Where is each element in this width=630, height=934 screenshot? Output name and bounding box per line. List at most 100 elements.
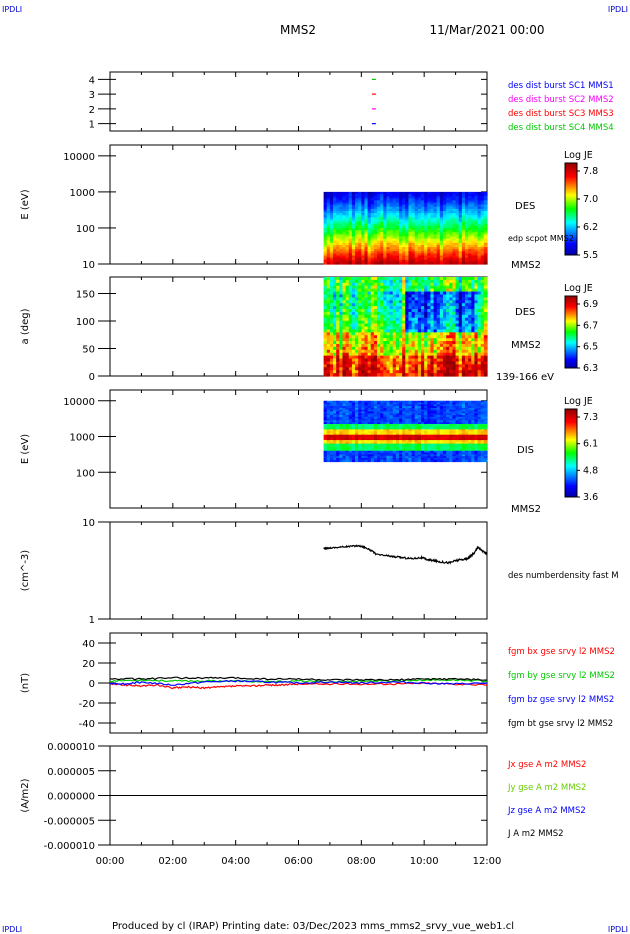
heatmap-cell	[380, 208, 384, 212]
heatmap-cell	[433, 459, 438, 463]
heatmap-cell	[392, 452, 397, 455]
heatmap-cell	[342, 438, 347, 441]
heatmap-cell	[383, 232, 388, 235]
heatmap-cell	[377, 219, 381, 223]
heatmap-cell	[402, 454, 406, 457]
heatmap-cell	[405, 191, 410, 195]
heatmap-cell	[348, 240, 353, 244]
heatmap-cell	[326, 420, 331, 423]
heatmap-cell	[468, 314, 472, 319]
heatmap-cell	[449, 320, 454, 325]
heatmap-cell	[380, 225, 384, 229]
heatmap-cell	[367, 198, 372, 201]
heatmap-cell	[461, 370, 466, 374]
heatmap-cell	[465, 223, 469, 227]
heatmap-cell	[348, 361, 353, 365]
heatmap-cell	[430, 244, 435, 248]
heatmap-cell	[474, 194, 479, 197]
heatmap-cell	[351, 420, 356, 423]
heatmap-cell	[370, 257, 375, 261]
heatmap-cell	[446, 367, 450, 371]
heatmap-cell	[383, 217, 388, 221]
heatmap-cell	[436, 309, 441, 313]
heatmap-cell	[468, 370, 472, 374]
heatmap-cell	[367, 332, 372, 336]
heatmap-cell	[443, 320, 447, 325]
heatmap-cell	[439, 332, 444, 336]
heatmap-cell	[477, 253, 482, 257]
heatmap-cell	[480, 373, 485, 377]
heatmap-cell	[417, 400, 422, 404]
heatmap-cell	[411, 441, 416, 445]
heatmap-cell	[395, 358, 400, 363]
heatmap-cell	[377, 440, 381, 443]
heatmap-cell	[361, 225, 366, 229]
heatmap-cell	[408, 194, 413, 197]
heatmap-cell	[392, 223, 397, 227]
heatmap-cell	[421, 194, 425, 197]
heatmap-cell	[465, 320, 469, 325]
heatmap-cell	[339, 227, 344, 231]
heatmap-cell	[348, 370, 353, 374]
heatmap-cell	[339, 338, 344, 342]
heatmap-cell	[333, 448, 337, 452]
heatmap-cell	[339, 400, 344, 404]
heatmap-cell	[392, 206, 397, 210]
heatmap-cell	[370, 291, 375, 296]
heatmap-cell	[326, 441, 331, 445]
heatmap-cell	[483, 297, 488, 301]
heatmap-cell	[408, 215, 413, 218]
heatmap-cell	[355, 407, 359, 411]
heatmap-cell	[452, 341, 457, 345]
heatmap-cell	[380, 277, 384, 281]
heatmap-cell	[380, 448, 384, 452]
heatmap-cell	[336, 198, 340, 201]
heatmap-cell	[389, 257, 394, 261]
heatmap-cell	[323, 429, 328, 432]
heatmap-cell	[408, 288, 413, 293]
heatmap-cell	[377, 452, 381, 455]
heatmap-cell	[443, 206, 447, 210]
heatmap-cell	[461, 306, 466, 310]
heatmap-cell	[433, 418, 438, 422]
heatmap-cell	[351, 404, 356, 407]
heatmap-cell	[364, 236, 369, 240]
heatmap-cell	[433, 370, 438, 374]
heatmap-cell	[424, 406, 428, 409]
heatmap-cell	[364, 311, 369, 316]
heatmap-cell	[427, 367, 432, 371]
heatmap-cell	[364, 238, 369, 242]
heatmap-cell	[427, 452, 432, 455]
heatmap-cell	[386, 311, 391, 316]
heatmap-cell	[395, 411, 400, 414]
heatmap-cell	[373, 198, 378, 201]
heatmap-cell	[439, 277, 444, 281]
heatmap-cell	[345, 441, 350, 445]
heatmap-cell	[326, 257, 331, 261]
heatmap-cell	[408, 282, 413, 287]
heatmap-cell	[433, 240, 438, 244]
heatmap-cell	[399, 282, 403, 287]
heatmap-cell	[433, 441, 438, 445]
heatmap-cell	[436, 194, 441, 197]
heatmap-cell	[424, 459, 428, 463]
heatmap-cell	[342, 232, 347, 235]
heatmap-cell	[417, 215, 422, 218]
heatmap-cell	[452, 204, 457, 208]
heatmap-cell	[345, 349, 350, 354]
heatmap-cell	[395, 441, 400, 445]
heatmap-cell	[424, 323, 428, 328]
heatmap-cell	[392, 427, 397, 430]
heatmap-cell	[424, 404, 428, 407]
heatmap-cell	[370, 373, 375, 377]
heatmap-cell	[326, 431, 331, 434]
heatmap-cell	[386, 406, 391, 409]
heatmap-cell	[452, 247, 457, 250]
heatmap-cell	[458, 277, 463, 281]
heatmap-cell	[468, 277, 472, 281]
heatmap-cell	[436, 358, 441, 363]
heatmap-cell	[355, 251, 359, 254]
heatmap-cell	[443, 251, 447, 254]
heatmap-cell	[355, 459, 359, 463]
heatmap-cell	[430, 420, 435, 423]
